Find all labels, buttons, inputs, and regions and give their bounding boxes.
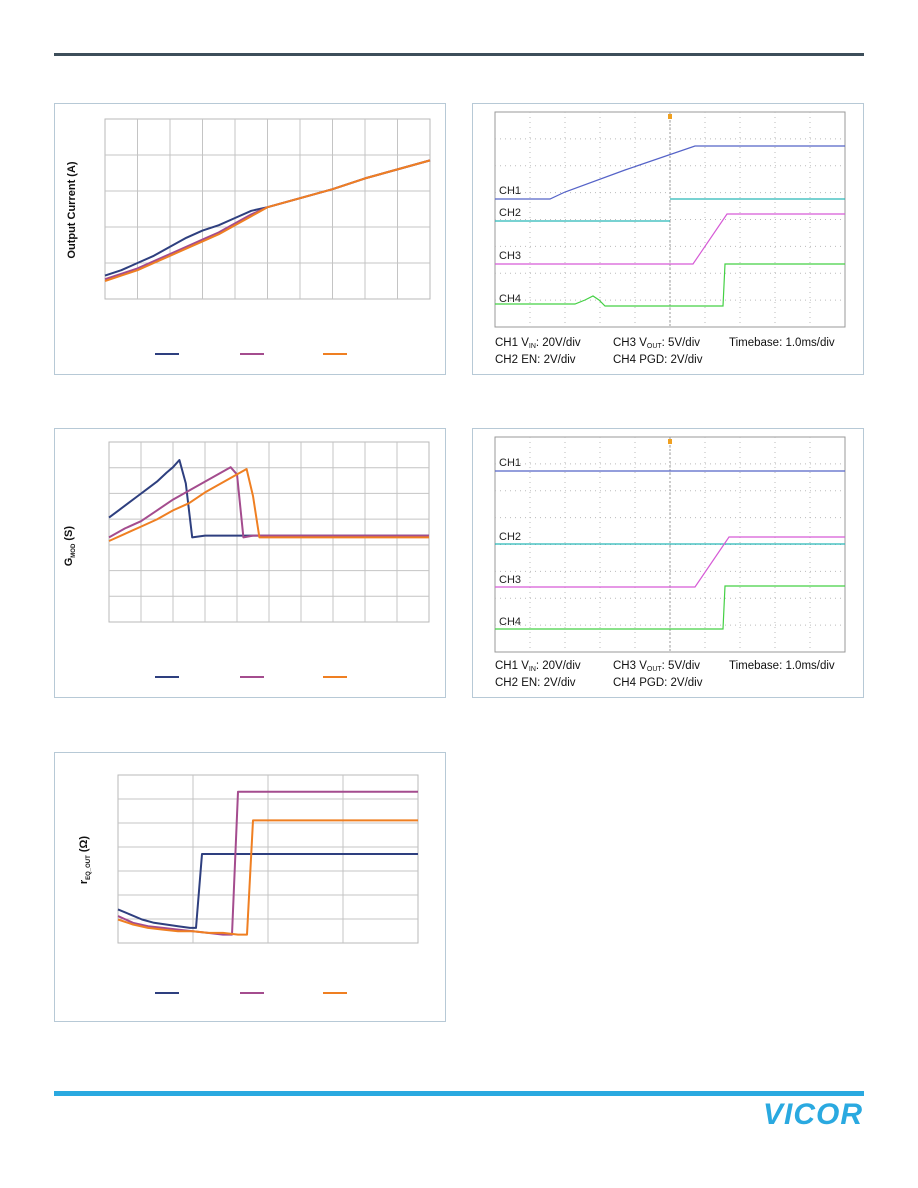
caption-ch2: CH2 EN: 2V/div [495,677,576,689]
req-out-chart [117,774,419,994]
series-line [108,466,429,539]
caption-ch1: CH1 VIN: 20V/div [495,660,581,673]
y-axis-label: GMOD (S) [62,525,78,567]
y-axis-label: rEQ_OUT (Ω) [77,836,93,885]
trigger-marker [668,439,672,444]
ch3-label: CH3 [499,574,522,586]
y-axis-label: Output Current (A) [66,161,78,259]
vicor-logo: VICOR [763,1098,863,1128]
series-line [104,159,431,282]
series-line [117,819,418,936]
caption-ch4: CH4 PGD: 2V/div [613,677,703,689]
trace-ch1 [495,145,845,200]
chart-panel-gmod: GMOD (S) [54,428,446,698]
gmod-chart [108,441,430,678]
trace-ch3 [495,536,845,588]
caption-ch3: CH3 VOUT: 5V/div [613,660,701,673]
caption-timebase: Timebase: 1.0ms/div [729,660,835,672]
ch2-label: CH2 [499,207,522,219]
scope-startup-waveforms [494,111,846,328]
series-line [117,853,418,929]
chart-panel-req-out: rEQ_OUT (Ω) [54,752,446,1022]
ch1-label: CH1 [499,457,522,469]
ch3-label: CH3 [499,250,522,262]
caption-ch4: CH4 PGD: 2V/div [613,354,703,366]
caption-ch3: CH3 VOUT: 5V/div [613,337,701,350]
footer-rule [54,1091,864,1096]
trace-ch4 [495,585,845,630]
scope-panel-enable: CH1 CH2 CH3 CH4 CH1 VIN: 20V/div CH3 VOU… [472,428,864,698]
header-rule [54,53,864,56]
output-current-chart [104,118,431,355]
trace-ch4 [495,263,845,307]
trace-ch3 [495,213,845,265]
ch1-label: CH1 [499,185,522,197]
ch2-label: CH2 [499,531,522,543]
svg-text:VICOR: VICOR [763,1098,863,1128]
scope-panel-startup: CH1 CH2 CH3 CH4 CH1 VIN: 20V/div CH3 VOU… [472,103,864,375]
chart-panel-output-current: Output Current (A) [54,103,446,375]
series-line [108,459,429,539]
caption-ch2: CH2 EN: 2V/div [495,354,576,366]
series-line [108,468,429,542]
caption-ch1: CH1 VIN: 20V/div [495,337,581,350]
ch4-label: CH4 [499,616,522,628]
trigger-marker [668,114,672,119]
caption-timebase: Timebase: 1.0ms/div [729,337,835,349]
ch4-label: CH4 [499,293,522,305]
scope-enable-waveforms [494,436,846,653]
